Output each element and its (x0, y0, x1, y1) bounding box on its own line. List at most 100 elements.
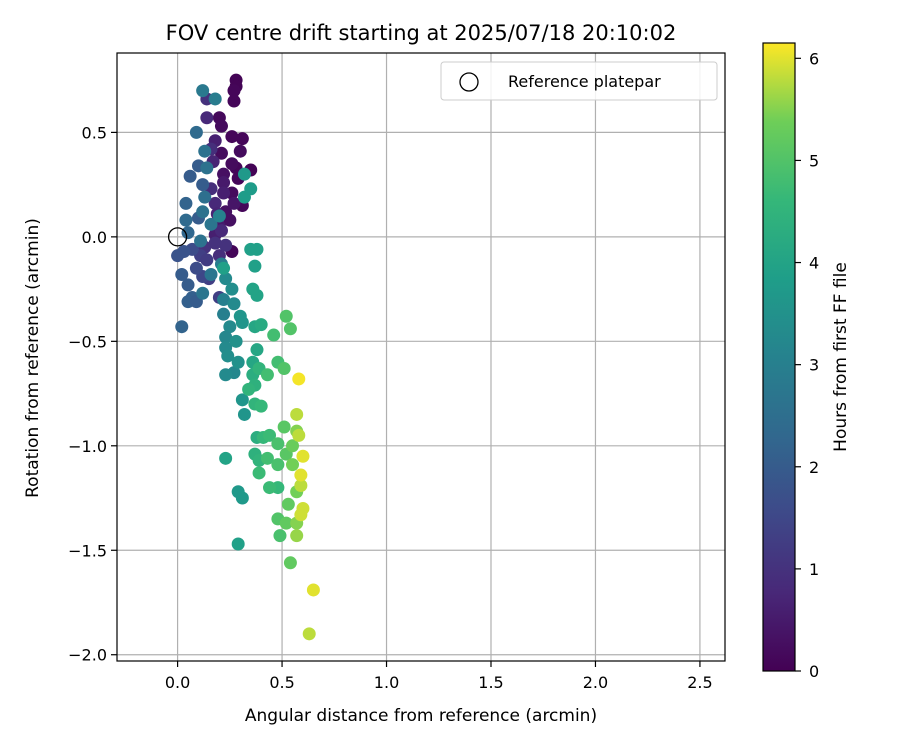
scatter-points (167, 73, 320, 641)
scatter-point (271, 437, 285, 451)
scatter-point (208, 236, 222, 250)
scatter-point (194, 234, 208, 248)
scatter-point (200, 111, 214, 125)
scatter-point (198, 190, 212, 204)
y-axis-label: Rotation from reference (arcmin) (23, 218, 43, 498)
y-tick-label: 0.5 (82, 123, 107, 142)
scatter-point (235, 132, 249, 146)
y-tick-label: −1.5 (68, 541, 107, 560)
colorbar-tick-label: 6 (809, 49, 819, 68)
scatter-point (214, 146, 228, 160)
colorbar-tick-label: 3 (809, 356, 819, 375)
scatter-point (235, 393, 249, 407)
scatter-point (290, 529, 304, 543)
scatter-point (221, 349, 235, 363)
legend-box (440, 61, 718, 101)
scatter-point (198, 144, 212, 158)
scatter-point (217, 307, 231, 321)
scatter-point (204, 267, 218, 281)
scatter-point (212, 209, 226, 223)
scatter-point (179, 213, 193, 227)
scatter-point (204, 217, 218, 231)
scatter-point (189, 261, 203, 275)
scatter-point (200, 161, 214, 175)
colorbar-tick-label: 4 (809, 254, 819, 273)
plot-area (116, 52, 726, 662)
scatter-point (286, 439, 300, 453)
scatter-point (196, 286, 210, 300)
plot-frame (116, 52, 726, 662)
scatter-point (233, 144, 247, 158)
scatter-point (260, 451, 274, 465)
scatter-point (227, 196, 241, 210)
scatter-point (219, 238, 233, 252)
scatter-point (286, 458, 300, 472)
scatter-point (208, 92, 222, 106)
colorbar-tick-label: 2 (809, 458, 819, 477)
scatter-point (181, 226, 195, 240)
scatter-point (294, 478, 308, 492)
colorbar-label: Hours from first FF file (831, 262, 851, 452)
colorbar-ticks: 0 1 2 3 4 5 6 (795, 49, 819, 681)
scatter-point (179, 196, 193, 210)
scatter-point (267, 328, 281, 342)
scatter-point (235, 316, 249, 330)
y-tick-label: 0.0 (82, 228, 107, 247)
x-tick-label: 0.0 (165, 673, 190, 692)
scatter-point (200, 253, 214, 267)
colorbar-tick-label: 5 (809, 151, 819, 170)
scatter-point (219, 368, 233, 382)
y-axis-ticks: 0.5 0.0 −0.5 −1.0 −1.5 −2.0 (68, 123, 117, 665)
scatter-point (175, 320, 189, 334)
scatter-point (296, 449, 310, 463)
scatter-point (208, 196, 222, 210)
scatter-point (273, 529, 287, 543)
scatter-point (277, 361, 291, 375)
scatter-point (235, 491, 249, 505)
scatter-point (279, 309, 293, 323)
scatter-point (294, 508, 308, 522)
scatter-point (231, 537, 245, 551)
grid-lines (117, 53, 725, 661)
scatter-point (281, 497, 295, 511)
scatter-point (181, 278, 195, 292)
chart-title: FOV centre drift starting at 2025/07/18 … (166, 21, 677, 45)
scatter-point (283, 556, 297, 570)
x-tick-label: 0.5 (269, 673, 294, 692)
scatter-point (277, 420, 291, 434)
reference-platepar-marker (167, 227, 188, 247)
x-tick-label: 1.5 (478, 673, 503, 692)
legend-marker-reference (459, 72, 479, 92)
colorbar: 0 1 2 3 4 5 6 Hours from first FF file (762, 42, 851, 681)
scatter-point (227, 297, 241, 311)
scatter-point (294, 468, 308, 482)
legend-label-reference: Reference platepar (508, 72, 661, 91)
scatter-point (196, 205, 210, 219)
scatter-point (171, 249, 185, 263)
colorbar-tick-label: 1 (809, 560, 819, 579)
y-tick-label: −0.5 (68, 332, 107, 351)
scatter-point (263, 481, 277, 495)
scatter-point (246, 282, 260, 296)
scatter-point (250, 343, 264, 357)
scatter-point (292, 428, 306, 442)
scatter-point (244, 182, 258, 196)
scatter-point (306, 583, 320, 597)
colorbar-tick-label: 0 (809, 662, 819, 681)
x-tick-label: 2.5 (687, 673, 712, 692)
scatter-point (229, 334, 243, 348)
scatter-point (231, 355, 245, 369)
scatter-point (196, 178, 210, 192)
scatter-point (254, 318, 268, 332)
scatter-point (217, 261, 231, 275)
scatter-point (271, 458, 285, 472)
scatter-point (254, 399, 268, 413)
scatter-point (225, 157, 239, 171)
scatter-point (219, 272, 233, 286)
scatter-point (292, 372, 306, 386)
scatter-point (183, 169, 197, 183)
scatter-point (227, 84, 241, 98)
scatter-point (175, 267, 189, 281)
scatter-point (223, 320, 237, 334)
scatter-point (219, 451, 233, 465)
